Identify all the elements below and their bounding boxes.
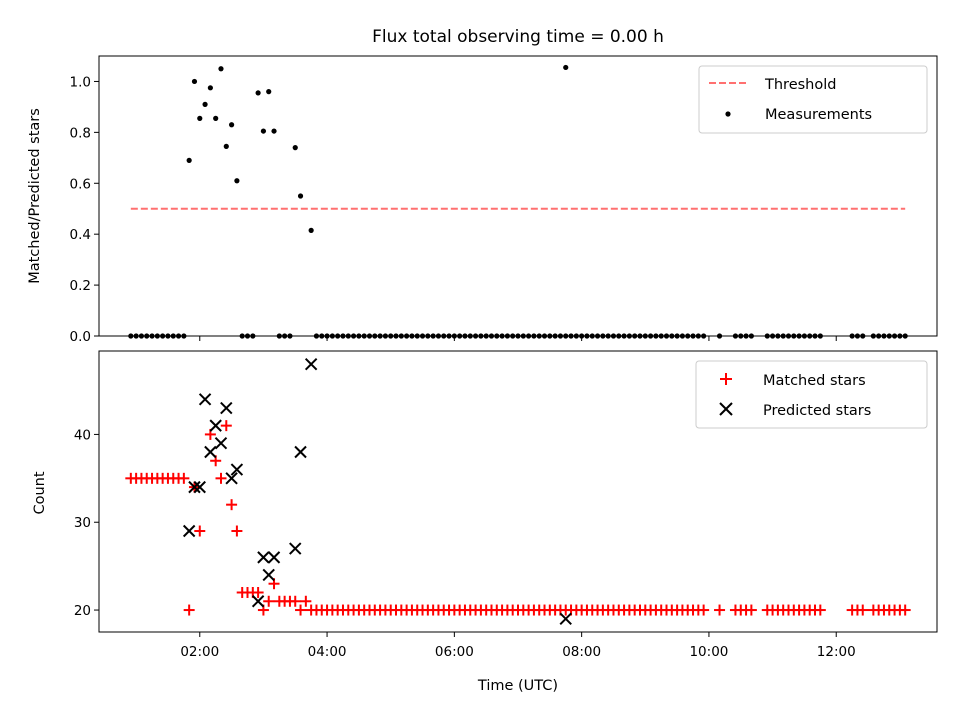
top-y-axis-label: Matched/Predicted stars bbox=[27, 108, 43, 284]
bottom-y-tick-label: 30 bbox=[74, 515, 91, 531]
predicted-star-marker bbox=[289, 542, 302, 555]
predicted-star-marker bbox=[257, 551, 270, 564]
matched-star-marker bbox=[226, 499, 238, 511]
top-axes-frame bbox=[98, 55, 938, 337]
top-y-tick-label: 0.4 bbox=[70, 227, 91, 243]
predicted-star-marker bbox=[193, 480, 206, 494]
matched-star-marker bbox=[745, 604, 757, 616]
bottom-marks bbox=[125, 357, 911, 626]
bottom-x-axis-label: Time (UTC) bbox=[477, 678, 558, 694]
measurement-point bbox=[191, 78, 198, 85]
legend-matched-label: Matched stars bbox=[763, 373, 866, 389]
matched-star-marker bbox=[560, 604, 572, 616]
bottom-y-tick-label: 20 bbox=[74, 603, 91, 619]
top-panel: 0.0 0.2 0.4 0.6 0.8 1.0 Matched/Predicted sta… bbox=[27, 55, 938, 345]
measurement-point bbox=[266, 89, 272, 95]
measurement-point bbox=[228, 122, 235, 128]
bottom-x-tick-label: 06:00 bbox=[435, 644, 474, 660]
bottom-y-tick-label: 40 bbox=[74, 427, 91, 443]
matched-star-marker bbox=[231, 525, 243, 537]
predicted-star-marker bbox=[304, 357, 318, 371]
measurement-point bbox=[292, 145, 298, 151]
bottom-x-tick-label: 12:00 bbox=[817, 644, 856, 660]
measurement-point bbox=[297, 193, 304, 199]
measurement-point bbox=[563, 64, 569, 71]
top-y-tick-label: 0.8 bbox=[70, 125, 91, 141]
matched-star-marker bbox=[295, 604, 307, 616]
top-y-ticks: 0.0 0.2 0.4 0.6 0.8 1.0 bbox=[70, 74, 99, 345]
top-y-tick-label: 0.6 bbox=[70, 176, 91, 192]
bottom-x-ticks: 02:00 04:00 06:00 08:00 10:00 12:00 bbox=[180, 632, 856, 660]
measurement-point bbox=[234, 178, 240, 184]
legend-matched-swatch bbox=[720, 373, 732, 385]
measurement-point bbox=[197, 115, 203, 121]
matched-star-marker bbox=[215, 472, 227, 484]
predicted-star-marker bbox=[204, 445, 217, 459]
top-y-tick-label: 0.0 bbox=[70, 329, 91, 345]
matched-star-marker bbox=[857, 604, 869, 616]
legend-predicted-label: Predicted stars bbox=[763, 403, 871, 419]
top-legend-box bbox=[698, 65, 928, 134]
bottom-panel: 20 30 40 02:00 04:00 06:00 08:00 10:00 12:00 Co… bbox=[32, 350, 938, 694]
predicted-star-marker bbox=[182, 524, 196, 538]
predicted-star-marker bbox=[209, 419, 222, 432]
bottom-y-axis-label: Count bbox=[32, 471, 48, 514]
top-y-tick-label: 0.2 bbox=[70, 278, 91, 294]
matched-star-marker bbox=[220, 420, 232, 432]
matched-star-marker bbox=[252, 586, 264, 598]
bottom-x-tick-label: 10:00 bbox=[689, 644, 728, 660]
predicted-star-marker bbox=[198, 393, 212, 406]
bottom-x-tick-label: 08:00 bbox=[562, 644, 601, 660]
measurement-point bbox=[271, 128, 277, 134]
matched-star-marker bbox=[289, 595, 301, 607]
matched-star-marker bbox=[263, 595, 275, 607]
measurement-point bbox=[202, 101, 208, 107]
top-x-ticks bbox=[199, 336, 837, 341]
bottom-legend: Matched stars Predicted stars bbox=[695, 360, 928, 429]
matched-star-marker bbox=[194, 525, 206, 537]
bottom-legend-box bbox=[695, 360, 928, 429]
predicted-star-marker bbox=[294, 445, 307, 459]
matched-star-marker bbox=[183, 604, 195, 616]
predicted-star-marker bbox=[225, 472, 238, 485]
bottom-x-tick-label: 04:00 bbox=[308, 644, 347, 660]
bottom-y-ticks: 20 30 40 bbox=[74, 427, 99, 619]
predicted-star-marker bbox=[230, 463, 244, 476]
measurement-point bbox=[260, 128, 267, 134]
legend-threshold-label: Threshold bbox=[764, 77, 836, 93]
top-y-tick-label: 1.0 bbox=[70, 74, 91, 90]
matched-star-marker bbox=[814, 604, 826, 616]
chart-title: Flux total observing time = 0.00 h bbox=[372, 27, 664, 47]
legend-measurements-swatch bbox=[725, 111, 731, 117]
measurement-point bbox=[186, 157, 192, 163]
legend-measurements-label: Measurements bbox=[765, 107, 872, 123]
predicted-star-marker bbox=[262, 568, 275, 582]
matched-star-marker bbox=[714, 604, 726, 616]
predicted-star-marker bbox=[267, 551, 281, 564]
measurement-point bbox=[207, 85, 213, 91]
predicted-star-marker bbox=[214, 436, 228, 450]
matched-star-marker bbox=[899, 604, 911, 616]
predicted-star-marker bbox=[188, 480, 201, 494]
measurement-point bbox=[223, 143, 229, 149]
matched-star-marker bbox=[300, 595, 312, 607]
measurement-point bbox=[213, 115, 219, 121]
predicted-star-marker bbox=[559, 612, 572, 626]
measurement-point bbox=[218, 66, 224, 72]
matched-star-marker bbox=[698, 604, 710, 616]
matched-star-marker bbox=[178, 472, 190, 484]
bottom-axes-frame bbox=[98, 350, 938, 633]
measurement-point bbox=[308, 227, 314, 233]
measurement-point bbox=[255, 90, 261, 96]
predicted-star-marker bbox=[251, 595, 265, 608]
bottom-x-tick-label: 02:00 bbox=[180, 644, 219, 660]
top-legend: Threshold Measurements bbox=[698, 65, 928, 134]
predicted-star-marker bbox=[220, 401, 233, 415]
legend-predicted-swatch bbox=[719, 402, 733, 416]
